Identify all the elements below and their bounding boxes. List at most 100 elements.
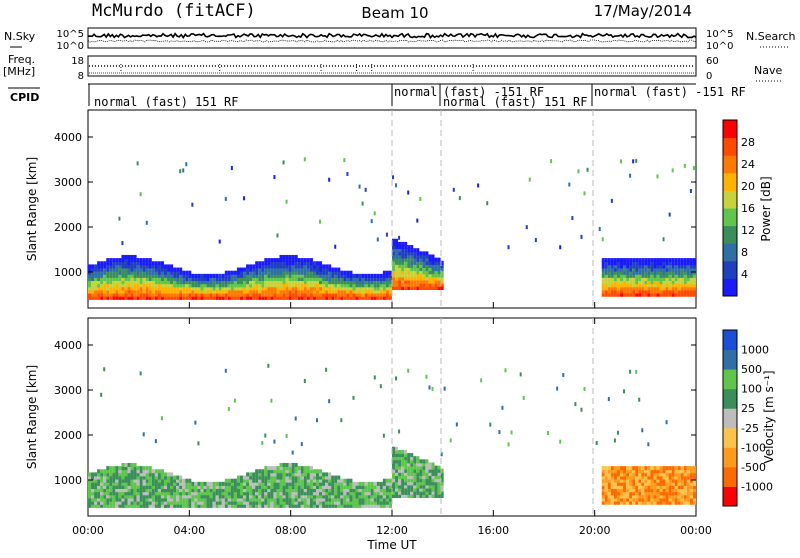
scatter-cell (686, 472, 690, 477)
scatter-cell (88, 267, 91, 272)
scatter-cell (100, 485, 104, 489)
scatter-cell (422, 475, 426, 480)
scatter-cell (349, 295, 353, 300)
scatter-cell (173, 277, 177, 281)
scatter-cell (647, 277, 651, 281)
scatter-cell (273, 280, 277, 285)
scatter-cell (680, 472, 684, 477)
scatter-cell (164, 481, 167, 486)
y-tick-label: 2000 (54, 221, 82, 234)
scatter-cell (94, 283, 98, 288)
scatter-cell (620, 159, 622, 164)
scatter-cell (133, 267, 137, 272)
scatter-cell (249, 292, 253, 297)
scatter-cell (644, 494, 648, 499)
scatter-cell (109, 503, 113, 508)
scatter-cell (88, 270, 91, 275)
scatter-cell (182, 270, 186, 275)
scatter-cell (285, 469, 289, 474)
scatter-cell (629, 500, 633, 505)
scatter-cell (227, 283, 231, 288)
scatter-cell (267, 280, 271, 285)
scatter-cell (662, 491, 666, 496)
scatter-cell (428, 254, 432, 259)
scatter-cell (398, 270, 402, 275)
scatter-cell (665, 469, 669, 474)
scatter-cell (367, 280, 371, 285)
scatter-cell (297, 485, 301, 489)
scatter-cell (613, 481, 617, 486)
scatter-cell (407, 276, 411, 281)
scatter-cell (644, 481, 648, 486)
scatter-cell (355, 488, 359, 493)
colorbar-swatch (723, 243, 737, 262)
scatter-cell (401, 456, 405, 461)
scatter-cell (355, 494, 359, 499)
scatter-cell (279, 488, 283, 493)
scatter-cell (282, 289, 286, 294)
scatter-cell (620, 261, 623, 266)
scatter-cell (635, 258, 639, 263)
scatter-cell (142, 491, 146, 496)
scatter-cell (410, 273, 414, 278)
scatter-cell (671, 261, 675, 266)
scatter-cell (437, 484, 441, 489)
scatter-cell (331, 475, 335, 480)
scatter-cell (261, 475, 265, 480)
scatter-cell (94, 472, 98, 477)
scatter-cell (300, 466, 304, 471)
scatter-cell (659, 491, 663, 496)
scatter-cell (249, 472, 253, 477)
scatter-cell (689, 478, 693, 483)
scatter-cell (279, 462, 283, 467)
scatter-cell (601, 469, 605, 474)
scatter-cell (312, 481, 316, 486)
scatter-cell (240, 273, 243, 278)
scatter-cell (191, 286, 195, 291)
scatter-cell (154, 439, 157, 444)
scatter-cell (157, 267, 161, 272)
scatter-cell (264, 270, 268, 275)
scatter-cell (212, 488, 216, 493)
scatter-cell (364, 277, 368, 281)
scatter-cell (249, 280, 253, 285)
scatter-cell (97, 478, 101, 483)
scatter-cell (328, 472, 332, 477)
scatter-cell (94, 503, 98, 508)
scatter-cell (154, 283, 158, 288)
scatter-cell (218, 488, 222, 493)
scatter-cell (273, 439, 276, 444)
colorbar-swatch (723, 330, 737, 351)
scatter-cell (179, 295, 183, 300)
scatter-cell (109, 280, 113, 285)
scatter-cell (133, 280, 137, 285)
scatter-cell (434, 481, 438, 486)
scatter-cell (106, 292, 110, 297)
freq-label-line2: [MHz] (3, 65, 35, 78)
scatter-cell (686, 280, 690, 285)
scatter-cell (343, 289, 347, 294)
scatter-cell (136, 286, 140, 291)
scatter-cell (188, 292, 192, 297)
scatter-cell (641, 494, 645, 499)
scatter-cell (388, 280, 392, 285)
scatter-cell (398, 465, 402, 470)
scatter-cell (662, 283, 666, 288)
scatter-cell (367, 481, 371, 486)
scatter-cell (677, 277, 681, 281)
scatter-cell (376, 283, 380, 288)
scatter-cell (668, 469, 672, 474)
scatter-cell (626, 497, 630, 502)
scatter-cell (88, 295, 91, 300)
scatter-cell (124, 273, 128, 278)
scatter-cell (182, 280, 186, 285)
scatter-cell (668, 500, 672, 505)
scatter-cell (121, 494, 125, 499)
scatter-cell (252, 481, 256, 486)
scatter-cell (154, 485, 158, 489)
scatter-cell (431, 276, 435, 281)
scatter-cell (346, 273, 350, 278)
scatter-cell (197, 295, 201, 300)
scatter-cell (392, 245, 395, 250)
